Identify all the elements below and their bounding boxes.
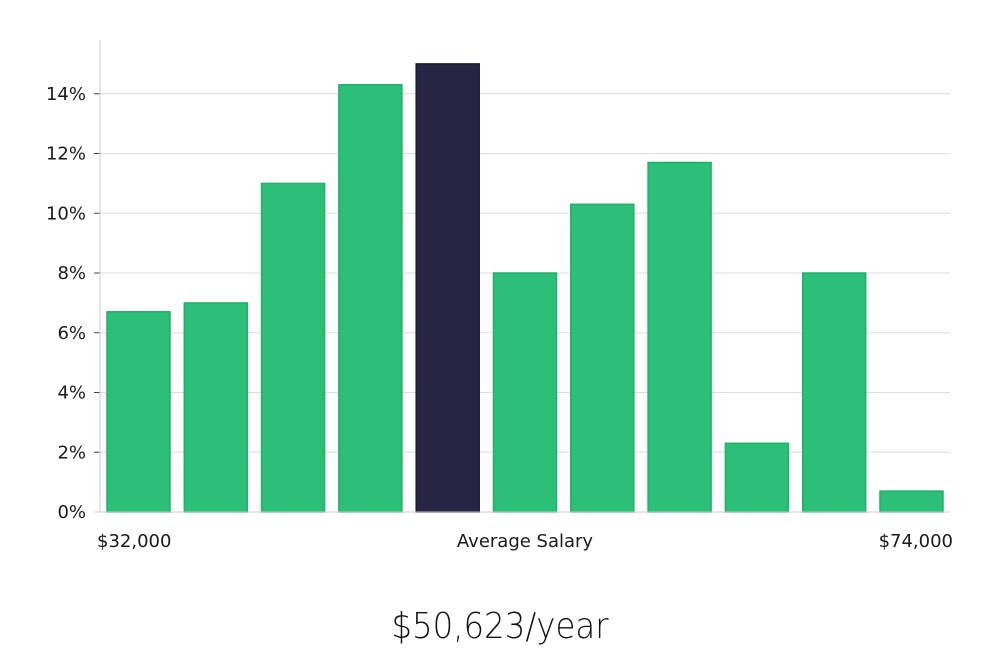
bar [801,272,867,513]
bar [724,442,790,513]
y-tick-label: 4% [57,383,86,404]
bar [879,490,944,513]
y-axis-ticks: 0% 2% 4% 6% 8% 10% 12% 14% [46,84,100,523]
bar [183,302,249,513]
y-tick-label: 0% [57,502,86,523]
average-salary-caption: $50,623/year [391,606,609,647]
x-axis-title: Average Salary [457,531,594,552]
bar [106,311,171,513]
y-tick-label: 14% [46,84,86,105]
bar [647,161,712,513]
y-tick-label: 12% [46,144,86,165]
y-tick-label: 10% [46,203,86,224]
bar [492,272,558,513]
bar [260,182,326,513]
y-tick-label: 6% [57,323,86,344]
y-tick-label: 2% [57,442,86,463]
bar [338,84,403,513]
bar [570,203,635,513]
x-min-label: $32,000 [97,531,171,552]
bars [106,63,944,513]
salary-distribution-chart: 0% 2% 4% 6% 8% 10% 12% 14% $32,000 Average Sala… [46,40,953,552]
bar-highlighted [415,63,480,513]
y-tick-label: 8% [57,263,86,284]
x-max-label: $74,000 [879,531,953,552]
